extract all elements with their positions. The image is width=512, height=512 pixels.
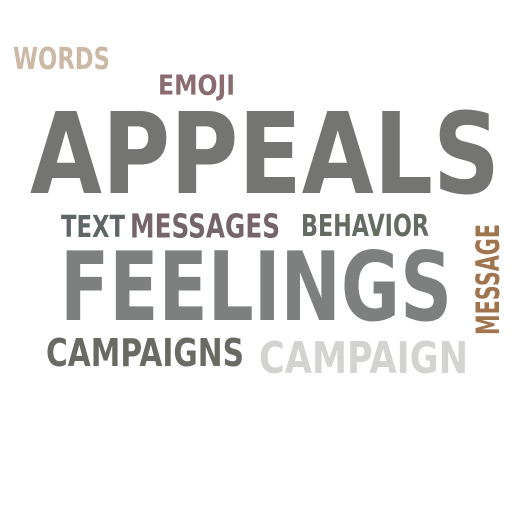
word-text: TEXT: [61, 209, 125, 245]
word-campaigns: CAMPAIGNS: [46, 330, 244, 376]
word-emoji: EMOJI: [158, 68, 235, 102]
word-behavior: BEHAVIOR: [301, 208, 429, 244]
word-campaign: CAMPAIGN: [259, 332, 468, 384]
word-words: WORDS: [13, 41, 110, 77]
word-appeals: APPEALS: [30, 88, 500, 220]
word-messages: MESSAGES: [130, 207, 280, 246]
word-message: MESSAGE: [469, 224, 507, 335]
word-feelings: FEELINGS: [60, 231, 452, 343]
